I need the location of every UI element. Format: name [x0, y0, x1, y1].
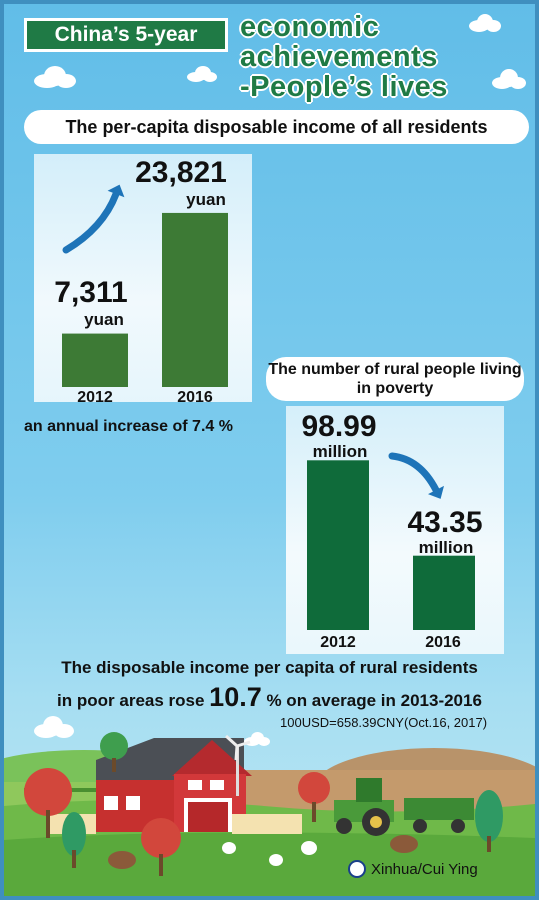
- income-year-label: 2016: [177, 389, 213, 406]
- page-title: economic achievements -People’s lives: [240, 12, 535, 102]
- cloud-decoration: [34, 716, 74, 738]
- bar-income-2012: [62, 333, 128, 387]
- income-2012-unit: yuan: [84, 310, 124, 329]
- rural-income-pre: in poor areas rose: [57, 691, 205, 710]
- exchange-rate-note: 100USD=658.39CNY(Oct.16, 2017): [280, 715, 488, 730]
- poverty-year-label: 2016: [425, 634, 461, 651]
- rural-income-number: 10.7: [209, 682, 262, 712]
- chart-layer: [62, 184, 475, 630]
- income-year-label: 2012: [77, 389, 113, 406]
- header-badge: China’s 5-year: [24, 18, 228, 52]
- rural-income-line1: The disposable income per capita of rura…: [61, 658, 478, 677]
- poverty-2012-unit: million: [312, 442, 368, 461]
- poverty-2016-unit: million: [418, 538, 474, 557]
- cloud-decoration: [244, 732, 270, 746]
- credit-line: Xinhua/Cui Ying: [348, 860, 478, 878]
- bar-income-2016: [162, 212, 228, 387]
- farm-scene-illustration: [4, 732, 535, 896]
- xinhua-logo-icon: [348, 860, 366, 878]
- credit-text: Xinhua/Cui Ying: [371, 860, 478, 878]
- cloud-decoration: [187, 66, 217, 82]
- trend-arrowhead-icon: [107, 184, 125, 198]
- annual-increase-note: an annual increase of 7.4 %: [24, 418, 233, 435]
- cloud-decoration: [34, 66, 76, 88]
- trend-up-arrow-icon: [62, 190, 120, 254]
- poverty-year-label: 2012: [320, 634, 356, 651]
- rural-income-line2: in poor areas rose 10.7 % on average in …: [4, 682, 535, 713]
- bar-poverty-2016: [413, 555, 475, 630]
- poverty-chart-title: The number of rural people living in pov…: [266, 357, 524, 401]
- poverty-2016-value: 43.35: [407, 506, 483, 539]
- cloud-decoration: [492, 69, 526, 89]
- title-line: -People’s lives: [240, 71, 448, 103]
- title-line: economic: [240, 11, 380, 43]
- bar-poverty-2012: [307, 460, 369, 630]
- income-chart-title: The per-capita disposable income of all …: [24, 110, 529, 144]
- cloud-decoration: [469, 14, 501, 32]
- rural-income-post: % on average in 2013-2016: [266, 691, 482, 710]
- income-2012-value: 7,311: [54, 276, 128, 309]
- income-2016-unit: yuan: [186, 190, 226, 209]
- title-line: achievements: [240, 41, 438, 73]
- poverty-2012-value: 98.99: [301, 410, 377, 443]
- trend-arrowhead-icon: [428, 485, 444, 499]
- trend-down-arrow-icon: [388, 452, 440, 494]
- income-2016-value: 23,821: [135, 156, 227, 189]
